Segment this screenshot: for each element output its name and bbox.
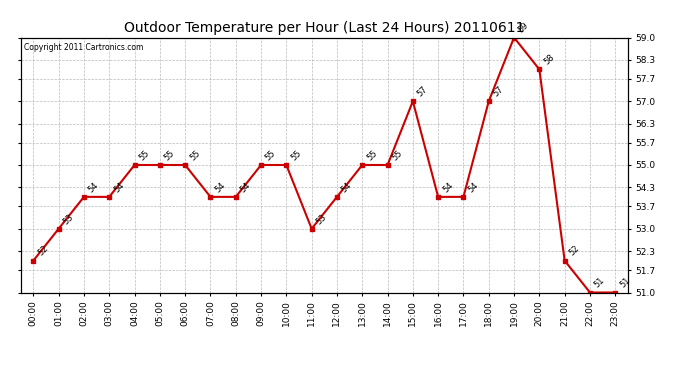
Text: 51: 51 — [593, 276, 607, 290]
Text: 54: 54 — [466, 180, 480, 194]
Text: 52: 52 — [567, 244, 581, 258]
Text: 57: 57 — [491, 85, 505, 99]
Text: 51: 51 — [618, 276, 632, 290]
Text: 54: 54 — [213, 180, 227, 194]
Text: 53: 53 — [61, 212, 75, 226]
Text: 52: 52 — [36, 244, 50, 258]
Text: 55: 55 — [163, 148, 177, 162]
Text: 59: 59 — [517, 21, 531, 35]
Text: 53: 53 — [315, 212, 328, 226]
Text: 55: 55 — [289, 148, 303, 162]
Text: 55: 55 — [391, 148, 404, 162]
Text: 54: 54 — [441, 180, 455, 194]
Text: 54: 54 — [112, 180, 126, 194]
Title: Outdoor Temperature per Hour (Last 24 Hours) 20110611: Outdoor Temperature per Hour (Last 24 Ho… — [124, 21, 524, 35]
Text: Copyright 2011 Cartronics.com: Copyright 2011 Cartronics.com — [23, 43, 143, 52]
Text: 55: 55 — [188, 148, 201, 162]
Text: 54: 54 — [239, 180, 253, 194]
Text: 54: 54 — [87, 180, 101, 194]
Text: 54: 54 — [339, 180, 353, 194]
Text: 55: 55 — [365, 148, 379, 162]
Text: 55: 55 — [137, 148, 151, 162]
Text: 58: 58 — [542, 53, 556, 67]
Text: 55: 55 — [264, 148, 277, 162]
Text: 57: 57 — [415, 85, 429, 99]
